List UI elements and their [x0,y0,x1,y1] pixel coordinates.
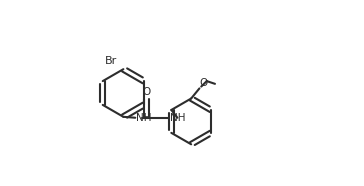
Text: NH: NH [136,113,151,123]
Text: O: O [200,78,208,88]
Text: NH: NH [170,113,186,123]
Text: O: O [142,87,150,97]
Text: Br: Br [105,55,117,65]
